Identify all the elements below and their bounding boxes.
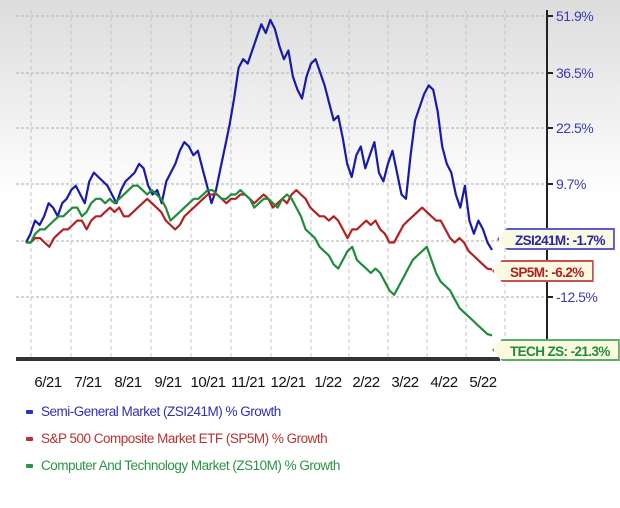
y-tick-label: -12.5% — [556, 289, 598, 305]
x-axis-line — [16, 357, 500, 361]
plot-background — [0, 0, 620, 360]
legend-item-computer-tech: Computer And Technology Market (ZS10M) %… — [26, 452, 340, 479]
x-tick-label: 9/21 — [154, 374, 182, 391]
series-line-sp5m — [26, 189, 493, 271]
grid — [16, 10, 547, 357]
x-tick-label: 3/22 — [391, 374, 419, 391]
y-tick-label: 22.5% — [556, 120, 594, 136]
x-tick-label: 7/21 — [74, 374, 102, 391]
x-tick-label: 6/21 — [34, 374, 62, 391]
x-tick-label: 2/22 — [352, 374, 380, 391]
y-tick-label: 9.7% — [556, 176, 586, 192]
x-axis-labels: 6/21 7/21 8/21 9/21 10/21 11/21 12/21 1/22 2/22 3… — [0, 374, 620, 394]
series-line-zsi241m — [25, 18, 493, 251]
y-tick-label: 36.5% — [556, 65, 594, 81]
y-tick-label: 51.9% — [556, 8, 594, 24]
legend-label: Computer And Technology Market (ZS10M) %… — [41, 458, 340, 473]
x-tick-label: 8/21 — [114, 374, 142, 391]
x-tick-label: 11/21 — [231, 374, 265, 391]
series-line-tech-zs — [26, 184, 493, 337]
legend-label: S&P 500 Composite Market ETF (SP5M) % Gr… — [41, 431, 328, 446]
end-tag-sp5m: SP5M: -6.2% — [492, 260, 594, 282]
x-tick-label: 4/22 — [430, 374, 458, 391]
end-tag-tech-zs: TECH ZS: -21.3% — [492, 339, 620, 361]
legend-label: Semi-General Market (ZSI241M) % Growth — [41, 404, 281, 419]
legend-item-sp500: S&P 500 Composite Market ETF (SP5M) % Gr… — [26, 425, 340, 452]
x-tick-label: 10/21 — [190, 374, 226, 391]
legend-swatch-green — [26, 463, 33, 468]
legend-swatch-red — [26, 436, 33, 441]
chart-legend: Semi-General Market (ZSI241M) % Growth S… — [26, 398, 340, 479]
legend-item-semi-general: Semi-General Market (ZSI241M) % Growth — [26, 398, 340, 425]
x-tick-label: 5/22 — [469, 374, 497, 391]
legend-swatch-blue — [26, 409, 33, 414]
end-tag-zsi241m: ZSI241M: -1.7% — [497, 228, 615, 250]
series-lines — [25, 18, 493, 337]
x-tick-label: 1/22 — [314, 374, 342, 391]
x-tick-label: 12/21 — [270, 374, 306, 391]
